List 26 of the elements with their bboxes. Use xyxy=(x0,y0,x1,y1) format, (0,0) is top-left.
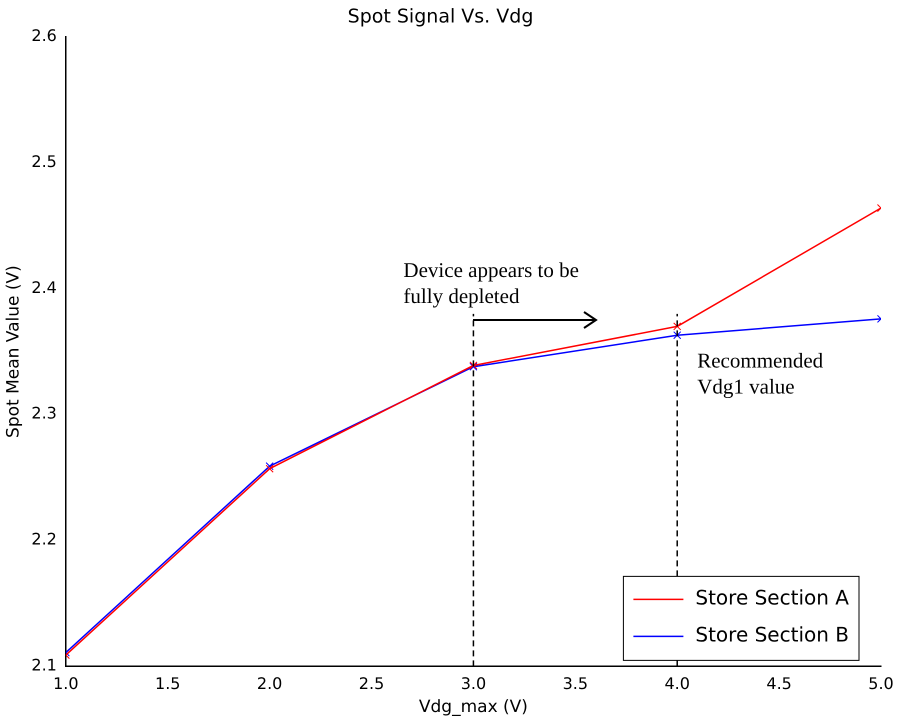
y-axis-title: Spot Mean Value (V) xyxy=(4,265,24,438)
point xyxy=(266,462,274,470)
x-tick-label: 5.0 xyxy=(868,674,894,694)
x-tick-label: 3.5 xyxy=(562,674,588,694)
chart-title: Spot Signal Vs. Vdg xyxy=(348,5,534,28)
point xyxy=(673,331,682,340)
x-axis-title: Vdg_max (V) xyxy=(418,697,528,718)
x-tick-label: 1.0 xyxy=(53,674,79,694)
y-tick-label: 2.3 xyxy=(31,404,57,423)
legend-label: Store Section A xyxy=(695,586,850,610)
point xyxy=(266,464,274,473)
y-tick-label: 2.6 xyxy=(31,26,57,45)
y-tick-label: 2.5 xyxy=(31,152,57,171)
point xyxy=(673,322,682,330)
x-tick-label: 2.0 xyxy=(256,674,282,694)
y-tick-label: 2.2 xyxy=(31,530,57,549)
x-tick-label: 1.5 xyxy=(155,674,180,694)
x-tick-label: 4.0 xyxy=(664,674,690,694)
x-tick-label: 4.5 xyxy=(766,674,792,694)
annotation: Device appears to be fully depleted xyxy=(403,258,579,308)
x-tick-label: 2.5 xyxy=(358,674,384,694)
y-tick-label: 2.1 xyxy=(31,656,57,675)
x-tick-label: 3.0 xyxy=(460,674,486,694)
annotation: Recommended Vdg1 value xyxy=(697,348,824,399)
legend-label: Store Section B xyxy=(695,622,850,647)
y-tick-label: 2.4 xyxy=(31,278,57,297)
